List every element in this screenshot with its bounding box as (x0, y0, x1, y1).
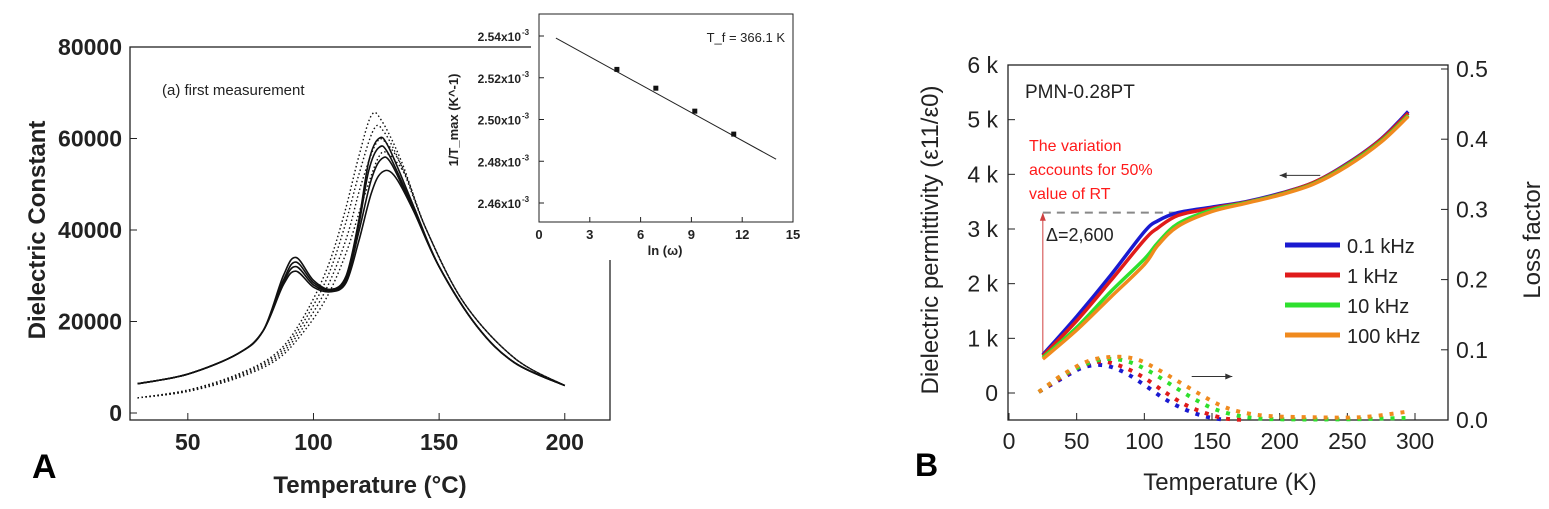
legend-label-4: 100 kHz (1347, 326, 1420, 348)
legend-label-3: 10 kHz (1347, 296, 1409, 318)
y2-tick-label: 0.1 (1456, 337, 1488, 363)
inset-y-axis-label: 1/T_max (K^-1) (446, 74, 461, 167)
y-tick-label: 20000 (58, 309, 122, 335)
panel-a: 50 100 150 200 0 20000 40000 60000 80000 (a) firs… (24, 34, 611, 499)
inset-data-point (653, 85, 659, 91)
inset-y-tick-label: 2.52x10 (478, 72, 522, 86)
inset-x-tick-label: 9 (688, 227, 695, 242)
y-tick-label: 3 k (967, 216, 998, 242)
x-tick-label: 150 (420, 429, 458, 455)
x-tick-label: 200 (546, 429, 584, 455)
x-tick-label: 250 (1328, 428, 1366, 454)
x-axis-label-b: Temperature (K) (1143, 469, 1316, 496)
y-tick-label: 60000 (58, 126, 122, 152)
delta-label: Δ=2,600 (1046, 225, 1114, 245)
inset-y-tick-label: 2.50x10 (478, 114, 522, 128)
y-tick-label: 40000 (58, 217, 122, 243)
arrow-left-head (1279, 172, 1287, 179)
delta-arrow-head (1039, 212, 1046, 221)
x-tick-label: 50 (175, 429, 201, 455)
permittivity-line-4 (1041, 115, 1410, 361)
panel-label-a: A (32, 448, 57, 486)
legend-label-2: 1 kHz (1347, 266, 1398, 288)
y-axis-label-b: Dielectric permittivity (ε11/ε0) (917, 85, 944, 394)
series-line-dotted-7 (137, 138, 566, 399)
x-axis-label: Temperature (°C) (273, 472, 466, 499)
panel-a-inset: 0 3 6 9 12 152.54x10 -32.52x10 -32.50x10 -32.48x… (446, 0, 825, 260)
panel-annotation: (a) first measurement (162, 82, 305, 99)
y2-tick-label: 0.4 (1456, 126, 1488, 152)
inset-fit-line (555, 37, 777, 160)
inset-y-tick-exponent: -3 (522, 153, 530, 162)
x-tick-label: 50 (1064, 428, 1090, 454)
inset-y-tick-label: 2.46x10 (478, 197, 522, 211)
y-tick-label: 80000 (58, 34, 122, 60)
variation-note-line-1: The variation (1029, 138, 1122, 155)
loss-line-3 (1037, 356, 1409, 422)
x-tick-label: 150 (1193, 428, 1231, 454)
x-tick-label: 200 (1260, 428, 1298, 454)
panel-b: 0 50 100 150 200 250 300 0 1 k 2 k 3 k 4 k 5 k 6 k 0.0… (915, 52, 1546, 496)
inset-x-tick-label: 0 (535, 227, 542, 242)
y-tick-label: 4 k (967, 161, 998, 187)
panel-label-b: B (915, 447, 938, 483)
inset-x-tick-label: 12 (735, 227, 749, 242)
y-tick-label: 0 (109, 400, 122, 426)
variation-note-line-2: accounts for 50% (1029, 162, 1153, 179)
y-axis-label: Dielectric Constant (24, 121, 51, 340)
x-tick-label: 100 (1125, 428, 1163, 454)
inset-annotation: T_f = 366.1 K (707, 30, 786, 45)
inset-frame (538, 13, 794, 223)
inset-x-tick-label: 6 (637, 227, 644, 242)
panel-annotation-b: PMN-0.28PT (1025, 82, 1135, 103)
inset-y-tick-exponent: -3 (522, 70, 530, 79)
x-tick-label: 300 (1396, 428, 1434, 454)
inset-y-tick-exponent: -3 (522, 195, 530, 204)
inset-x-tick-label: 15 (786, 227, 800, 242)
inset-x-axis-label: ln (ω) (648, 243, 683, 258)
inset-x-tick-label: 3 (586, 227, 593, 242)
y2-tick-label: 0.0 (1456, 407, 1488, 433)
y2-axis-label-b: Loss factor (1519, 181, 1546, 298)
loss-line-4 (1037, 354, 1409, 420)
y2-tick-label: 0.3 (1456, 196, 1488, 222)
inset-y-tick-exponent: -3 (522, 112, 530, 121)
y-tick-label: 6 k (967, 52, 998, 78)
arrow-right-head (1225, 373, 1233, 380)
inset-background (531, 0, 825, 260)
inset-y-tick-label: 2.48x10 (478, 155, 522, 169)
legend-label-1: 0.1 kHz (1347, 236, 1415, 258)
inset-data-point (614, 66, 620, 72)
y2-tick-label: 0.5 (1456, 56, 1488, 82)
x-tick-label: 0 (1003, 428, 1016, 454)
series-line-solid-4 (137, 169, 566, 387)
variation-note-line-3: value of RT (1029, 186, 1111, 203)
inset-data-point (731, 131, 737, 137)
x-tick-label: 100 (294, 429, 332, 455)
inset-data-point (692, 108, 698, 114)
y2-tick-label: 0.2 (1456, 267, 1488, 293)
series-line-dotted-5 (137, 111, 566, 399)
inset-y-tick-exponent: -3 (522, 28, 530, 37)
series-line-dotted-8 (137, 150, 566, 399)
inset-y-tick-label: 2.54x10 (478, 30, 522, 44)
loss-line-2 (1037, 359, 1246, 422)
y-tick-label: 1 k (967, 325, 998, 351)
y-tick-label: 0 (985, 380, 998, 406)
y-tick-label: 2 k (967, 271, 998, 297)
y-tick-label: 5 k (967, 107, 998, 133)
